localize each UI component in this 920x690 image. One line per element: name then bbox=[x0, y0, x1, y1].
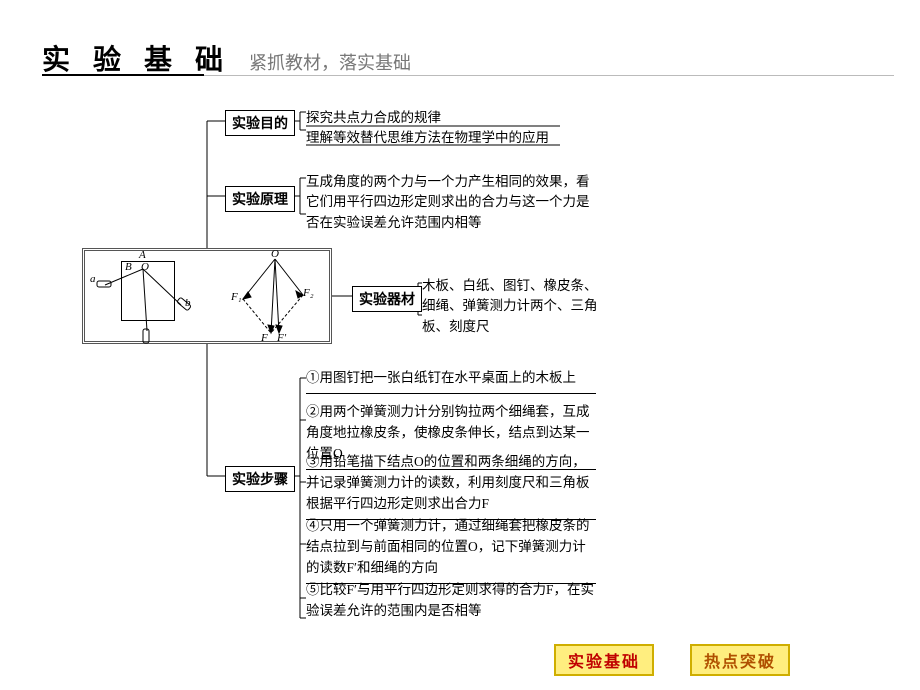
center-diagram: A B O a b bbox=[82, 248, 332, 344]
label-principle: 实验原理 bbox=[225, 186, 295, 212]
footer-btn-basics[interactable]: 实验基础 bbox=[554, 644, 654, 676]
title-underline-gray bbox=[204, 75, 894, 76]
lbl-F: F bbox=[261, 332, 268, 344]
lbl-Fp: F′ bbox=[277, 332, 286, 344]
lbl-F2: F₂ bbox=[303, 287, 314, 299]
label-purpose: 实验目的 bbox=[225, 110, 295, 136]
footer-btn-hotspots[interactable]: 热点突破 bbox=[690, 644, 790, 676]
purpose-line2: 理解等效替代思维方法在物理学中的应用 bbox=[306, 128, 549, 148]
lbl-O: O bbox=[271, 248, 279, 260]
title-sub: 紧抓教材，落实基础 bbox=[249, 49, 411, 75]
lbl-F1: F₁ bbox=[231, 291, 242, 303]
equipment-text: 木板、白纸、图钉、橡皮条、细绳、弹簧测力计两个、三角板、刻度尺 bbox=[422, 276, 602, 337]
step-5: ⑤比较F′与用平行四边形定则求得的合力F，在实验误差允许的范围内是否相等 bbox=[306, 578, 596, 626]
title-underline bbox=[42, 74, 204, 76]
step-3: ③用铅笔描下结点O的位置和两条细绳的方向，并记录弹簧测力计的读数，利用刻度尺和三… bbox=[306, 450, 596, 520]
title-main: 实 验 基 础 bbox=[42, 38, 231, 78]
page-header: 实 验 基 础 紧抓教材，落实基础 bbox=[0, 0, 920, 78]
label-steps: 实验步骤 bbox=[225, 466, 295, 492]
step-1: ①用图钉把一张白纸钉在水平桌面上的木板上 bbox=[306, 366, 596, 394]
step-4: ④只用一个弹簧测力计，通过细绳套把橡皮条的结点拉到与前面相同的位置O，记下弹簧测… bbox=[306, 514, 596, 584]
diagram-canvas: 实验目的 实验原理 实验器材 实验步骤 探究共点力合成的规律 理解等效替代思维方… bbox=[0, 88, 920, 648]
label-equipment: 实验器材 bbox=[352, 286, 422, 312]
principle-text: 互成角度的两个力与一个力产生相同的效果，看它们用平行四边形定则求出的合力与这一个… bbox=[306, 172, 596, 233]
purpose-line1: 探究共点力合成的规律 bbox=[306, 108, 441, 128]
